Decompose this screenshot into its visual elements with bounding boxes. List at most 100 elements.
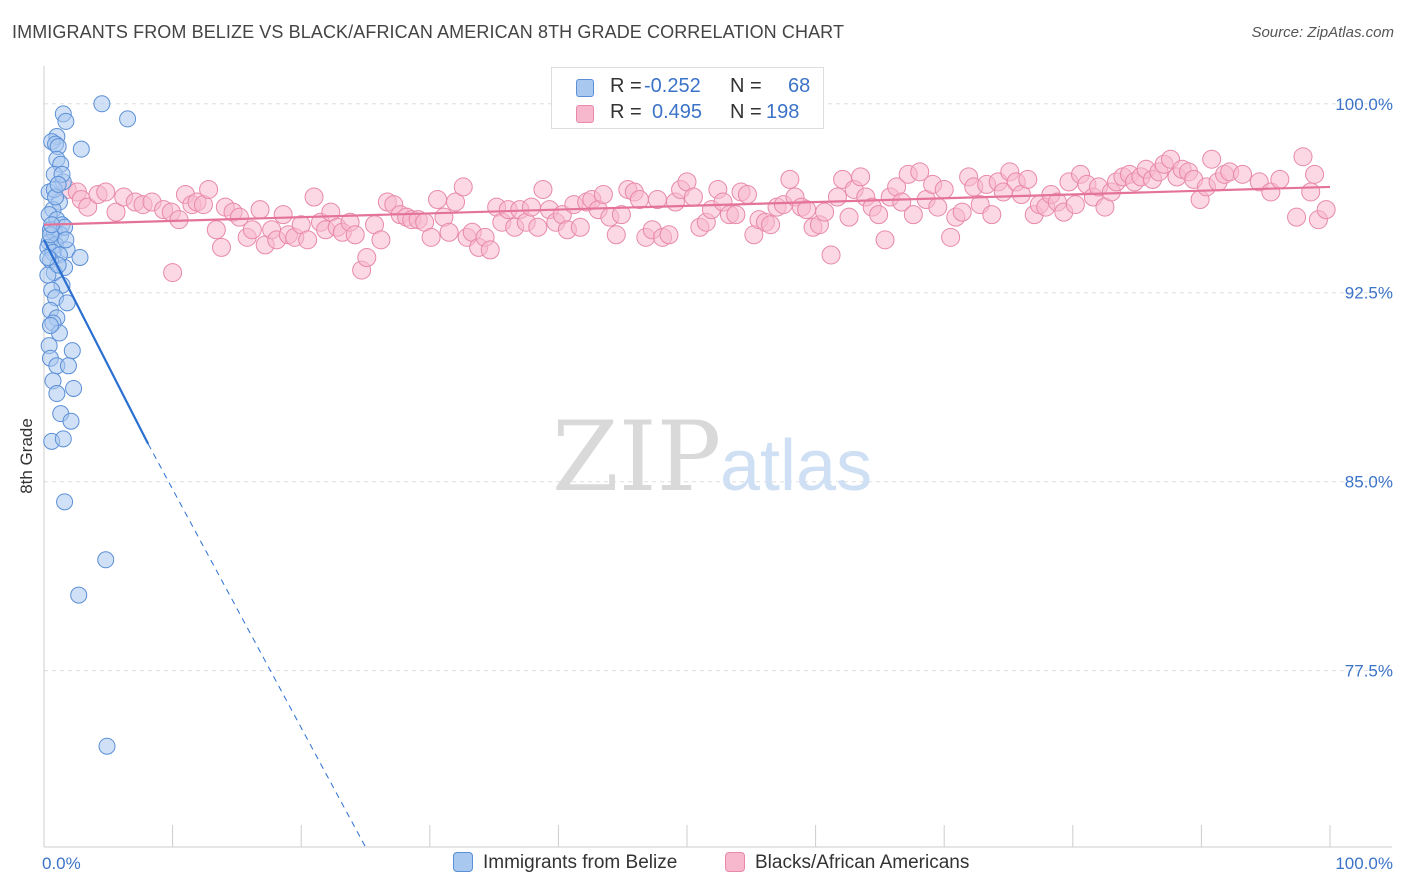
data-point-black	[903, 205, 923, 225]
data-point-black	[659, 225, 679, 245]
data-point-black	[446, 192, 466, 212]
data-point-black	[821, 245, 841, 265]
legend-swatch-blue	[576, 79, 594, 97]
data-point-black	[827, 187, 847, 207]
data-point-black	[606, 225, 626, 245]
data-point-black	[242, 220, 262, 240]
stats-legend: R = -0.252 N = 68 R = 0.495 N = 198	[551, 67, 824, 129]
data-point-belize	[57, 231, 75, 249]
data-point-black	[941, 227, 961, 247]
data-point-belize	[49, 175, 67, 193]
axes	[43, 66, 1392, 848]
data-point-black	[1287, 207, 1307, 227]
data-point-black	[304, 187, 324, 207]
data-point-black	[928, 197, 948, 217]
data-point-black	[521, 197, 541, 217]
x-tick-label: 100.0%	[1335, 854, 1393, 873]
data-point-black	[629, 190, 649, 210]
data-point-black	[910, 162, 930, 182]
watermark-atlas: atlas	[720, 426, 872, 506]
trend-line-belize-extension	[147, 443, 366, 848]
data-point-belize	[97, 551, 115, 569]
data-point-black	[815, 202, 835, 222]
legend-r-label: R =	[610, 75, 642, 97]
data-point-black	[869, 205, 889, 225]
data-point-black	[1202, 149, 1222, 169]
data-point-belize	[57, 112, 75, 130]
data-point-black	[439, 222, 459, 242]
data-point-belize	[62, 412, 80, 430]
y-axis-title: 8th Grade	[17, 418, 36, 494]
data-point-black	[683, 187, 703, 207]
data-point-black	[1293, 147, 1313, 167]
data-point-black	[357, 247, 377, 267]
data-point-black	[199, 179, 219, 199]
data-point-black	[298, 230, 318, 250]
data-point-black	[875, 230, 895, 250]
legend-label-belize: Immigrants from Belize	[483, 852, 678, 873]
trend-line-belize	[43, 239, 150, 445]
data-point-black	[761, 215, 781, 235]
data-point-black	[851, 167, 871, 187]
y-tick-label: 77.5%	[1345, 662, 1393, 681]
data-point-belize	[56, 493, 74, 511]
data-point-black	[1305, 164, 1325, 184]
data-point-belize	[71, 248, 89, 266]
data-point-black	[1233, 164, 1253, 184]
data-point-black	[96, 182, 116, 202]
data-point-belize	[54, 430, 72, 448]
data-point-black	[593, 184, 613, 204]
data-point-belize	[93, 95, 111, 113]
data-point-black	[726, 205, 746, 225]
legend-swatch-pink	[725, 852, 745, 872]
data-point-black	[839, 207, 859, 227]
legend-r-value: -0.252	[644, 75, 701, 97]
data-point-black	[934, 179, 954, 199]
legend-n-label: N =	[730, 75, 762, 97]
data-point-black	[163, 263, 183, 283]
data-point-black	[1065, 195, 1085, 215]
data-point-black	[952, 202, 972, 222]
data-point-black	[106, 202, 126, 222]
trend-line-black	[43, 185, 1331, 226]
data-point-black	[345, 225, 365, 245]
legend-row-belize: R = -0.252 N = 68	[552, 75, 823, 101]
data-point-belize	[72, 140, 90, 158]
data-point-black	[1018, 169, 1038, 189]
trend-lines	[43, 185, 1331, 848]
data-point-belize	[63, 342, 81, 360]
data-point-black	[1301, 182, 1321, 202]
data-point-black	[421, 227, 441, 247]
legend-item-black: Blacks/African Americans	[725, 852, 969, 874]
data-point-belize	[48, 385, 66, 403]
y-tick-label: 92.5%	[1345, 284, 1393, 303]
tick-labels: 77.5% 85.0% 92.5% 100.0% 0.0% 100.0%	[42, 95, 1393, 873]
legend-swatch-blue	[453, 852, 473, 872]
y-tick-label: 100.0%	[1335, 95, 1393, 114]
data-point-black	[78, 197, 98, 217]
legend-row-black: R = 0.495 N = 198	[552, 101, 823, 127]
grid-lines	[44, 103, 1392, 672]
data-point-black	[533, 179, 553, 199]
data-point-black	[250, 200, 270, 220]
data-point-belize	[65, 379, 83, 397]
series-blacks-african-americans	[57, 147, 1336, 283]
data-point-black	[570, 217, 590, 237]
source-credit: Source: ZipAtlas.com	[1251, 24, 1394, 41]
legend-n-label: N =	[730, 101, 762, 123]
data-point-black	[480, 240, 500, 260]
data-point-black	[273, 205, 293, 225]
data-point-belize	[59, 357, 77, 375]
data-point-black	[229, 207, 249, 227]
y-tick-label: 85.0%	[1345, 473, 1393, 492]
data-point-black	[892, 192, 912, 212]
legend-n-value: 68	[788, 75, 811, 97]
data-point-black	[428, 190, 448, 210]
watermark-zip: ZIP	[552, 401, 721, 513]
legend-r-value: 0.495	[652, 101, 703, 123]
data-point-belize	[41, 316, 59, 334]
data-point-black	[206, 220, 226, 240]
data-point-belize	[119, 110, 137, 128]
data-point-black	[1316, 200, 1336, 220]
